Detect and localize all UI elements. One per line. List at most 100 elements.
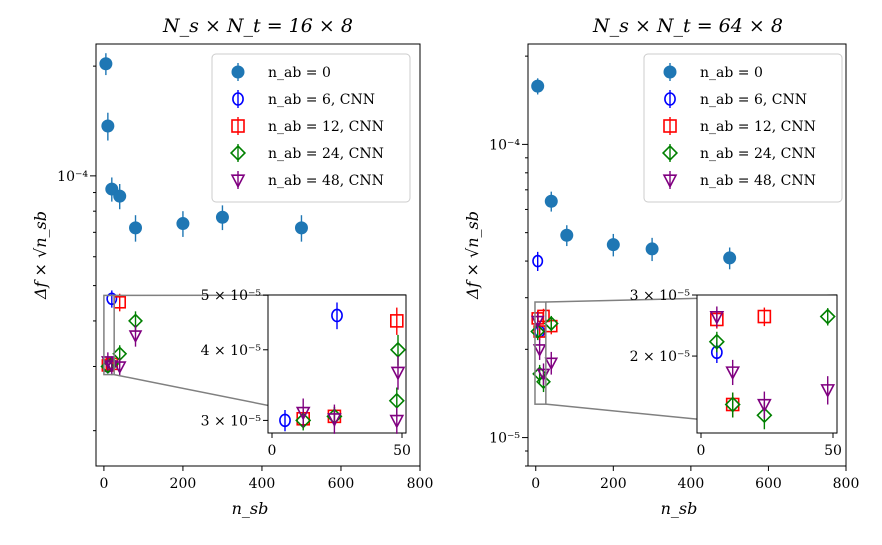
x-tick-label: 200 [170, 476, 197, 492]
inset-y-tick-label: 2 × 10⁻⁵ [630, 349, 691, 365]
data-point [113, 189, 127, 203]
inset-data-point [295, 412, 312, 429]
x-axis-label: n_sb [661, 499, 698, 518]
legend-label: n_ab = 0 [700, 65, 763, 81]
inset-series-n-ab-6-cnn [279, 302, 343, 432]
x-tick-label: 0 [531, 476, 540, 492]
inset-x-tick-label: 0 [697, 443, 706, 459]
data-point [101, 356, 115, 370]
legend-label: n_ab = 48, CNN [700, 173, 816, 189]
inset-data-point [390, 366, 406, 381]
inset-data-point [724, 396, 741, 413]
zoom-region [534, 301, 547, 405]
inset-x-tick-label: 50 [393, 443, 411, 459]
legend-label: n_ab = 12, CNN [700, 119, 816, 135]
inset-y-tick-label: 3 × 10⁻⁵ [630, 288, 691, 304]
inset-data-point [757, 398, 772, 413]
inset-y-tick-label: 3 × 10⁻⁵ [201, 413, 262, 429]
inset-data-point [708, 333, 725, 350]
inset-frame [696, 294, 838, 434]
inset-data-point [389, 314, 404, 328]
data-point [530, 324, 546, 339]
legend-label: n_ab = 24, CNN [700, 146, 816, 162]
inset-axes: 0 50 3 × 10⁻⁵ 4 × 10⁻⁵ 5 × 10⁻⁵ [201, 288, 411, 459]
series-n-ab-48-cnn [530, 312, 559, 386]
data-point [723, 251, 737, 265]
right-panel: N_s × N_t = 64 × 8 0 200 400 600 800 10⁻⁵ 10⁻⁴ n… [463, 15, 859, 518]
legend-label: n_ab = 24, CNN [268, 146, 384, 162]
inset-data-point [279, 413, 291, 428]
data-point [544, 194, 558, 208]
inset-data-point [295, 406, 311, 421]
inset-x-tick-label: 0 [268, 443, 277, 459]
y-axis-label: Δf × √n_sb [31, 211, 50, 300]
inset-series-n-ab-48-cnn [295, 355, 406, 434]
legend-label: n_ab = 0 [268, 65, 331, 81]
legend-marker [661, 144, 679, 162]
legend-marker [230, 174, 246, 189]
data-point [606, 238, 620, 252]
inset-data-point [820, 384, 836, 398]
data-point [543, 316, 559, 331]
left-panel: N_s × N_t = 16 × 8 0 200 400 600 800 10⁻⁴ n_sb Δ… [31, 15, 433, 518]
data-point [536, 374, 551, 390]
data-point [99, 57, 113, 71]
data-point [532, 344, 547, 358]
axes-frame [527, 43, 847, 467]
inset-axes: 0 50 2 × 10⁻⁵ 3 × 10⁻⁵ [630, 288, 842, 459]
data-point [645, 242, 659, 256]
x-tick-label: 400 [678, 476, 705, 492]
inset-data-point [327, 413, 342, 428]
legend-marker [663, 65, 677, 79]
legend-marker [229, 144, 247, 162]
x-tick-label: 0 [99, 476, 108, 492]
legend-box [643, 53, 843, 203]
panel-title: N_s × N_t = 64 × 8 [592, 15, 783, 37]
data-point [106, 292, 118, 306]
inset-data-point [756, 407, 773, 424]
legend-label: n_ab = 12, CNN [268, 119, 384, 135]
y-axis-label: Δf × √n_sb [463, 211, 482, 300]
y-tick-label: 10⁻⁴ [57, 169, 88, 185]
zoom-region [103, 294, 115, 376]
inset-data-point [389, 414, 405, 429]
series-n-ab-0 [99, 53, 308, 242]
x-axis-label: n_sb [232, 499, 269, 518]
inset-x-tick-label: 50 [824, 443, 842, 459]
data-point [129, 221, 143, 235]
legend-label: n_ab = 6, CNN [700, 92, 807, 108]
inset-data-point [725, 366, 741, 381]
inset-data-point [757, 309, 772, 324]
legend-marker [663, 119, 677, 133]
legend-marker [664, 92, 676, 106]
legend-marker [231, 119, 245, 133]
inset-series-n-ab-48-cnn [709, 306, 836, 419]
legend-marker [662, 174, 678, 189]
inset-y-tick-label: 5 × 10⁻⁵ [201, 288, 262, 304]
data-point [544, 357, 559, 371]
data-point [128, 330, 143, 344]
panel-title: N_s × N_t = 16 × 8 [162, 15, 353, 37]
data-point [532, 254, 544, 268]
x-tick-label: 400 [249, 476, 276, 492]
data-point [531, 79, 545, 93]
data-point [112, 361, 127, 375]
legend-marker [232, 92, 244, 106]
series-n-ab-0 [531, 78, 737, 270]
legend: n_ab = 0 n_ab = 6, CNN n_ab = 12, CNN n_ab … [643, 53, 843, 203]
x-tick-label: 200 [600, 476, 627, 492]
data-point [560, 228, 574, 242]
legend: n_ab = 0 n_ab = 6, CNN n_ab = 12, CNN n_ab … [211, 53, 411, 203]
data-point [101, 119, 115, 133]
x-tick-label: 800 [833, 476, 860, 492]
legend-marker [231, 65, 245, 79]
series-n-ab-48-cnn [101, 324, 143, 376]
inset-y-tick-label: 4 × 10⁻⁵ [201, 343, 262, 359]
data-point [215, 210, 229, 224]
legend-label: n_ab = 6, CNN [268, 92, 375, 108]
inset-data-point [819, 308, 836, 325]
data-point [176, 217, 190, 231]
y-tick-label: 10⁻⁵ [489, 431, 520, 447]
legend-box [211, 53, 411, 203]
